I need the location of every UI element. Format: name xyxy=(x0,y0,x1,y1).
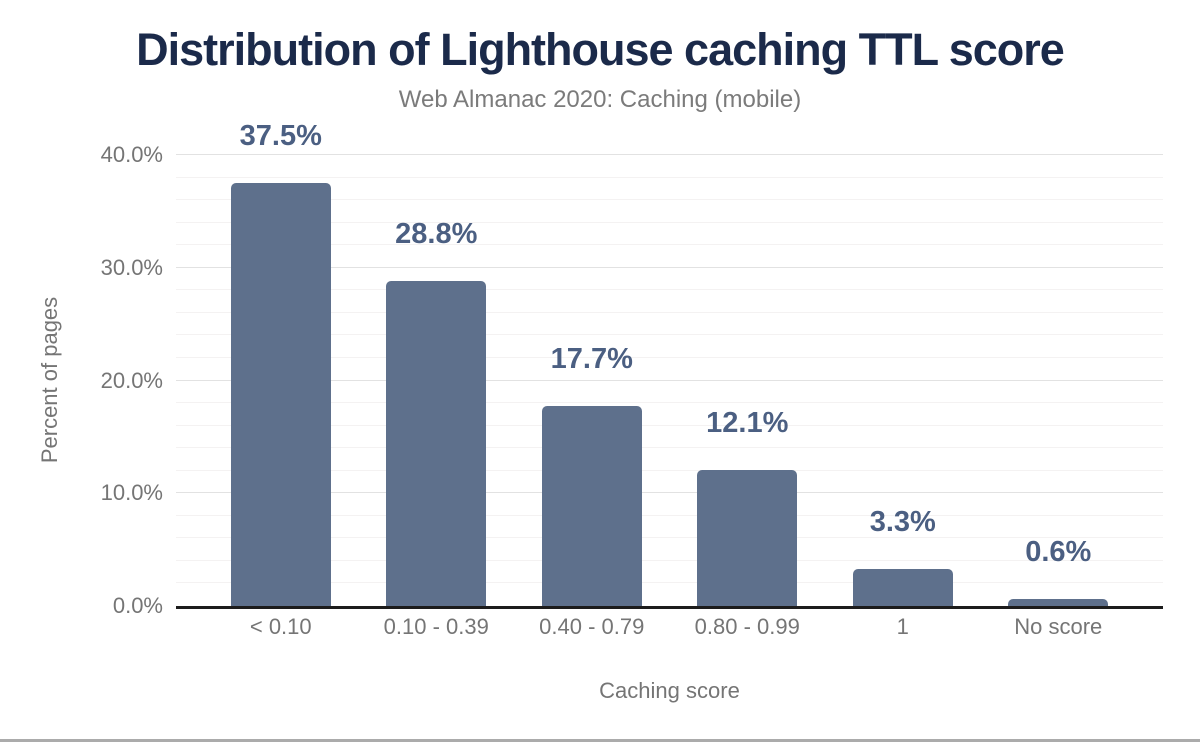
minor-gridline xyxy=(176,334,1163,336)
x-axis-tick-label: < 0.10 xyxy=(249,614,312,639)
y-axis-tick-label: 10.0% xyxy=(100,480,163,506)
x-axis-tick-labels: < 0.10 0.10 - 0.39 0.40 - 0.79 0.80 - 0.99 1… xyxy=(176,614,1163,640)
minor-gridline xyxy=(176,221,1163,223)
minor-gridline xyxy=(176,402,1163,404)
bar-slot: 37.5% xyxy=(203,120,359,606)
bar-3 xyxy=(541,406,642,606)
minor-gridline xyxy=(176,244,1163,246)
minor-gridline xyxy=(176,176,1163,178)
minor-gridline xyxy=(176,199,1163,201)
x-axis-line xyxy=(176,606,1163,609)
minor-gridline xyxy=(176,514,1163,516)
bar-slot: 0.6% xyxy=(981,155,1137,606)
bar-value-label: 12.1% xyxy=(706,406,789,439)
minor-gridline xyxy=(176,289,1163,291)
x-axis-tick-label: 1 xyxy=(896,614,909,639)
plot-area: 37.5% 28.8% 17.7% 12.1% 3.3% 0.6% xyxy=(176,120,1163,609)
minor-gridline xyxy=(176,537,1163,539)
y-axis-tick-label: 0.0% xyxy=(112,593,163,618)
minor-gridline xyxy=(176,469,1163,471)
bar-value-label: 17.7% xyxy=(550,343,633,376)
bar-value-label: 3.3% xyxy=(869,505,936,538)
bar-5 xyxy=(852,568,953,606)
bar-value-label: 0.6% xyxy=(1025,536,1092,569)
chart-subtitle: Web Almanac 2020: Caching (mobile) xyxy=(398,86,802,113)
x-axis-tick-label: 0.40 - 0.79 xyxy=(539,614,645,639)
minor-gridline xyxy=(176,424,1163,426)
page-bottom-border xyxy=(0,739,1200,742)
bar-2 xyxy=(386,281,487,606)
y-axis-tick-label: 40.0% xyxy=(100,142,163,167)
major-gridline xyxy=(176,492,1163,494)
minor-gridline xyxy=(176,559,1163,561)
major-gridline xyxy=(176,379,1163,381)
bar-4 xyxy=(697,469,798,606)
minor-gridline xyxy=(176,356,1163,358)
bar-value-label: 37.5% xyxy=(239,120,322,153)
x-axis-title: Caching score xyxy=(599,678,740,703)
bar-slot: 12.1% xyxy=(670,155,826,606)
y-axis-tick-labels: 40.0% 30.0% 20.0% 10.0% 0.0% xyxy=(0,142,163,618)
minor-gridline xyxy=(176,447,1163,449)
bar-1 xyxy=(230,183,331,606)
bar-slot: 3.3% xyxy=(825,155,981,606)
bar-slot: 28.8% xyxy=(359,155,515,606)
minor-gridline xyxy=(176,582,1163,584)
y-axis-tick-label: 30.0% xyxy=(100,254,163,280)
chart-title: Distribution of Lighthouse caching TTL s… xyxy=(136,24,1065,75)
y-axis-tick-label: 20.0% xyxy=(100,367,163,393)
major-gridline xyxy=(176,154,1163,155)
minor-gridline xyxy=(176,311,1163,313)
major-gridline xyxy=(176,266,1163,268)
x-axis-tick-label: No score xyxy=(1014,614,1103,639)
x-axis-tick-label: 0.10 - 0.39 xyxy=(383,614,489,639)
bar-slot: 17.7% xyxy=(514,155,670,606)
bar-6 xyxy=(1008,599,1109,606)
x-axis-tick-label: 0.80 - 0.99 xyxy=(694,614,800,639)
bar-value-label: 28.8% xyxy=(395,218,478,251)
bars-row: 37.5% 28.8% 17.7% 12.1% 3.3% 0.6% xyxy=(176,120,1163,606)
